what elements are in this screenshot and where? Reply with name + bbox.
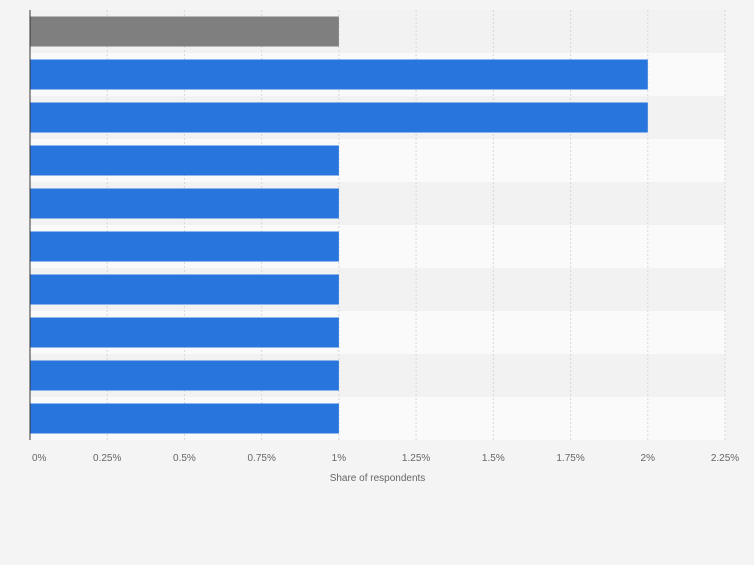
- bar: [30, 360, 339, 391]
- x-axis-label: Share of respondents: [330, 473, 426, 484]
- bars: [30, 16, 648, 434]
- x-tick-label: 0.75%: [247, 453, 275, 464]
- bar: [30, 274, 339, 305]
- x-tick-label: 1.25%: [402, 453, 430, 464]
- x-tick-label: 2.25%: [711, 453, 739, 464]
- bar: [30, 188, 339, 219]
- x-tick-label: 0.5%: [173, 453, 196, 464]
- bar: [30, 145, 339, 176]
- bar: [30, 317, 339, 348]
- x-tick-label: 1%: [332, 453, 347, 464]
- bar: [30, 59, 648, 90]
- x-tick-label: 1.5%: [482, 453, 505, 464]
- bar: [30, 231, 339, 262]
- x-tick-label: 0%: [32, 453, 47, 464]
- x-tick-label: 1.75%: [556, 453, 584, 464]
- x-tick-label: 0.25%: [93, 453, 121, 464]
- bar: [30, 102, 648, 133]
- x-tick-label: 2%: [641, 453, 656, 464]
- bar: [30, 16, 339, 47]
- bar: [30, 403, 339, 434]
- x-tick-labels: 0% 0.25% 0.5% 0.75% 1% 1.25% 1.5% 1.75% 2% 2.25%: [32, 453, 739, 464]
